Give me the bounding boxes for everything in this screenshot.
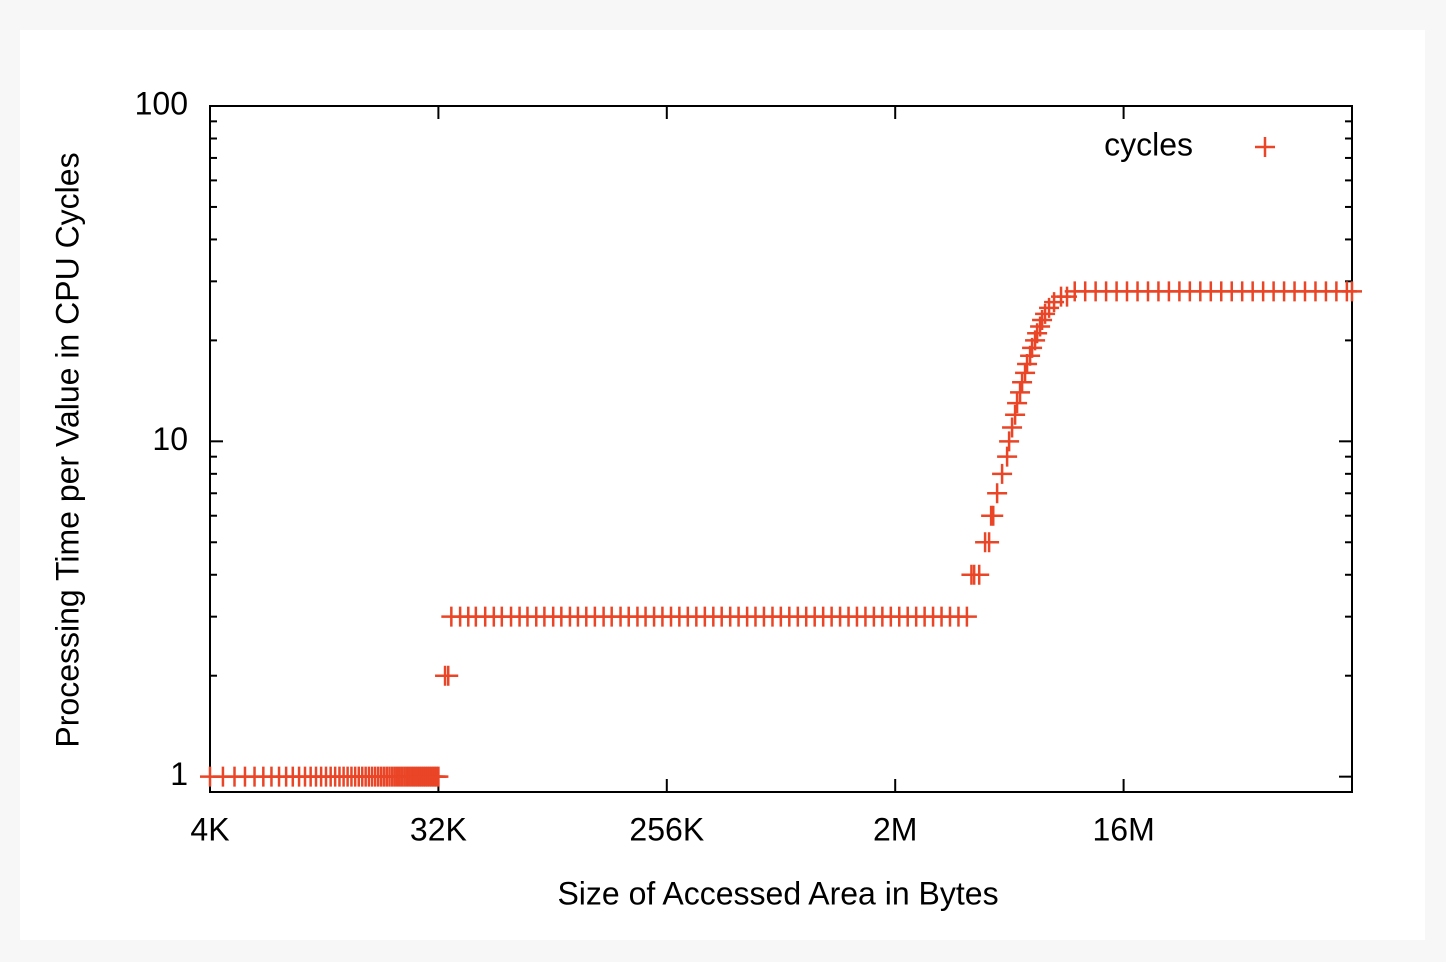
point xyxy=(992,463,1013,484)
y-axis-label: Processing Time per Value in CPU Cycles xyxy=(49,152,85,747)
point xyxy=(1342,281,1362,302)
point xyxy=(1007,393,1028,414)
point xyxy=(1005,404,1026,425)
point xyxy=(1015,362,1036,383)
y-tick-label: 1 xyxy=(170,756,188,792)
point xyxy=(969,564,990,585)
x-axis-label: Size of Accessed Area in Bytes xyxy=(557,875,998,911)
x-tick-label: 256K xyxy=(629,811,704,847)
legend-marker xyxy=(1255,137,1275,157)
x-tick-label: 4K xyxy=(190,811,229,847)
chart-background xyxy=(20,30,1425,940)
y-tick-label: 100 xyxy=(135,85,188,121)
point xyxy=(1012,372,1033,393)
point xyxy=(979,532,1000,553)
x-tick-label: 2M xyxy=(873,811,917,847)
point xyxy=(1017,354,1038,375)
point xyxy=(1002,417,1023,438)
x-tick-label: 32K xyxy=(410,811,467,847)
plot-frame xyxy=(209,105,1353,793)
point xyxy=(1010,382,1031,403)
point xyxy=(997,446,1018,467)
point xyxy=(956,606,977,627)
y-tick-label: 10 xyxy=(152,421,188,457)
point xyxy=(438,665,459,686)
point xyxy=(428,766,449,787)
point xyxy=(987,483,1008,504)
point xyxy=(983,505,1004,526)
x-tick-label: 16M xyxy=(1092,811,1154,847)
legend-label: cycles xyxy=(1104,126,1193,162)
point xyxy=(999,431,1020,452)
